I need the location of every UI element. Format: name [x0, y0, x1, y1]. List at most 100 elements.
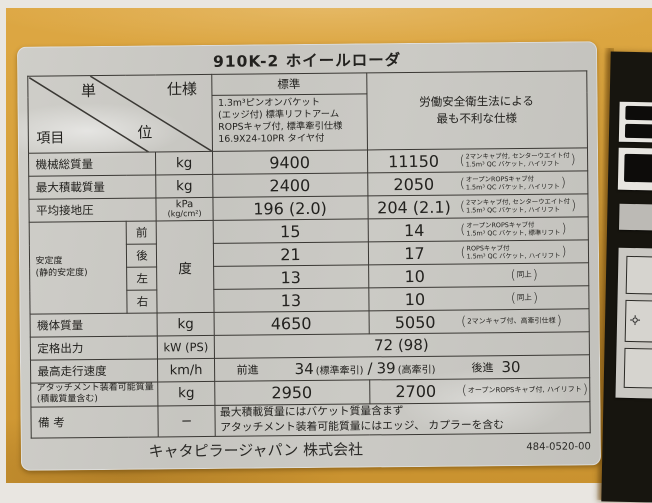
speed-separator: /	[367, 359, 372, 377]
law-header-line1: 労働安全衛生法による	[369, 92, 584, 111]
row-unit: kg	[156, 151, 212, 175]
loader-body-yellow: 910K-2 ホイールローダ 仕様 単 位 項目 標準	[6, 8, 652, 483]
law-value: 11150	[368, 151, 460, 171]
stability-label-line2: (静的安定度)	[36, 267, 125, 279]
law-note-ditto: 同上	[517, 270, 532, 280]
row-label: 備 考	[31, 405, 158, 437]
law-note: 2マンキャブ付, センターウエイト付 1.5m³ QC バケット, ハイリフト	[459, 151, 586, 168]
forward-note-2: (高牽引)	[398, 360, 436, 375]
company-name: キャタピラージャパン 株式会社	[21, 437, 491, 463]
corner-item-label: 項目	[36, 127, 64, 147]
forward-note-1: (標準牽引)	[316, 361, 364, 376]
row-unit: kg	[156, 174, 212, 198]
side-sticker-4-box1	[626, 256, 652, 295]
law-value: 14	[368, 220, 460, 240]
side-sticker-1	[619, 102, 652, 143]
spec-plate: 910K-2 ホイールローダ 仕様 単 位 項目 標準	[17, 41, 601, 471]
remarks-line2: アタッチメント装着可能質量にはエッジ、 カプラーを含む	[220, 417, 587, 435]
side-sticker-4-box3	[624, 348, 652, 389]
forward-value-1: 34	[295, 360, 314, 378]
header-corner-cell: 仕様 単 位 項目	[28, 74, 212, 153]
part-number: 484-0520-00	[526, 441, 591, 453]
law-note-line1: 2マンキャブ付、高牽引仕様	[467, 316, 556, 326]
spec-table: 仕様 単 位 項目 標準 労働安全衛生法による 最も不利な仕様 1.3m³ピンオ…	[28, 70, 590, 438]
stability-label-line1: 安定度	[35, 256, 124, 268]
side-sticker-1-block2	[625, 124, 652, 139]
law-note-line2: 1.5m³ QC バケット, 標準リフト	[466, 229, 560, 238]
side-sticker-1-block	[625, 106, 652, 121]
plate-footer: キャタピラージャパン 株式会社 484-0520-00	[21, 434, 601, 466]
reverse-label: 後進	[471, 359, 493, 375]
law-note: 同上	[461, 290, 588, 306]
side-sticker-2	[618, 148, 652, 191]
law-note: ROPSキャブ付 1.5m³ QC バケット, ハイリフト	[460, 243, 587, 260]
row-label: アタッチメント装着可能質量 (積載質量含む)	[31, 382, 158, 407]
attachment-label-line1: アタッチメント装着可能質量	[37, 382, 156, 394]
side-sticker-2-block	[624, 154, 652, 183]
plate-title: 910K-2 ホイールローダ	[17, 46, 597, 74]
row-unit: kPa (kg/cm²)	[156, 197, 212, 221]
unit-bottom: (kg/cm²)	[159, 210, 210, 219]
std-value: 4650	[214, 311, 369, 335]
std-value: 9400	[212, 150, 367, 174]
std-value: 2400	[212, 173, 367, 197]
law-value: 10	[369, 266, 461, 286]
gear-icon	[630, 315, 640, 328]
standard-column-header: 標準	[211, 73, 366, 95]
attachment-label-line2: (積載質量含む)	[37, 394, 156, 406]
direction-label: 左	[127, 267, 157, 290]
photo-background: 910K-2 ホイールローダ 仕様 単 位 項目 標準	[0, 0, 652, 489]
law-header-line2: 最も不利な仕様	[369, 109, 584, 128]
law-note-line2: 1.5m³ QC バケット, ハイリフト	[466, 159, 570, 168]
law-note-line2: 1.5m³ QC バケット, ハイリフト	[466, 205, 570, 214]
law-note: オープンROPSキャブ付, ハイリフト	[462, 382, 589, 398]
std-value: 15	[213, 219, 368, 243]
law-value-cell: 10 同上	[368, 286, 588, 311]
law-note: オープンROPSキャブ付 1.5m³ QC バケット, ハイリフト	[460, 174, 587, 191]
row-unit: kg	[158, 381, 214, 405]
law-column-header: 労働安全衛生法による 最も不利な仕様	[366, 71, 587, 150]
corner-spec-label: 仕様	[167, 78, 197, 99]
law-note: オープンROPSキャブ付 1.5m³ QC バケット, 標準リフト	[460, 220, 587, 237]
row-label: 最大積載質量	[29, 175, 156, 199]
law-value: 2050	[368, 174, 460, 194]
law-value: 204 (2.1)	[368, 197, 460, 217]
reverse-value: 30	[501, 358, 520, 376]
forward-value-2: 39	[376, 359, 395, 377]
law-value-cell: 5050 2マンキャブ付、高牽引仕様	[369, 309, 589, 334]
law-value: 17	[368, 243, 460, 263]
law-note-line1: オープンROPSキャブ付, ハイリフト	[468, 385, 582, 395]
law-value-cell: 17 ROPSキャブ付 1.5m³ QC バケット, ハイリフト	[368, 240, 588, 265]
side-sticker-4-box2	[625, 300, 652, 343]
std-value: 13	[213, 265, 368, 289]
law-note: 同上	[461, 267, 588, 283]
law-value-cell: 2700 オープンROPSキャブ付, ハイリフト	[369, 378, 589, 404]
std-value: 21	[213, 242, 368, 266]
law-note-line2: 1.5m³ QC バケット, ハイリフト	[466, 183, 560, 192]
std-value: 196 (2.0)	[212, 196, 367, 220]
std-value: 13	[213, 288, 368, 312]
row-unit: −	[158, 405, 214, 437]
row-unit: kW (PS)	[158, 335, 214, 359]
corner-unit-label-1: 単	[81, 80, 96, 101]
std-value: 2950	[214, 380, 369, 405]
law-note-ditto: 同上	[517, 293, 532, 303]
law-value: 5050	[369, 312, 461, 332]
law-value-cell: 2050 オープンROPSキャブ付 1.5m³ QC バケット, ハイリフト	[367, 171, 587, 196]
corner-unit-label-2: 位	[137, 121, 152, 142]
law-value-cell: 10 同上	[368, 263, 588, 288]
std-desc-line4: 16.9X24-10PR タイヤ付	[218, 133, 366, 146]
standard-column-description: 1.3m³ピンオンバケット (エッジ付) 標準リフトアーム ROPSキャブ付, …	[211, 94, 367, 151]
stability-label: 安定度 (静的安定度)	[30, 221, 128, 314]
side-sticker-3	[619, 204, 652, 231]
row-label: 定格出力	[31, 336, 158, 360]
row-label: 機体質量	[31, 313, 158, 337]
law-value: 10	[369, 289, 461, 309]
direction-label: 右	[127, 290, 157, 313]
row-label: 平均接地圧	[29, 198, 156, 222]
law-note-line2: 1.5m³ QC バケット, ハイリフト	[467, 252, 561, 261]
stability-unit: 度	[157, 220, 214, 313]
direction-label: 前	[127, 221, 157, 244]
law-note: 2マンキャブ付、高牽引仕様	[461, 313, 588, 329]
direction-label: 後	[127, 244, 157, 267]
